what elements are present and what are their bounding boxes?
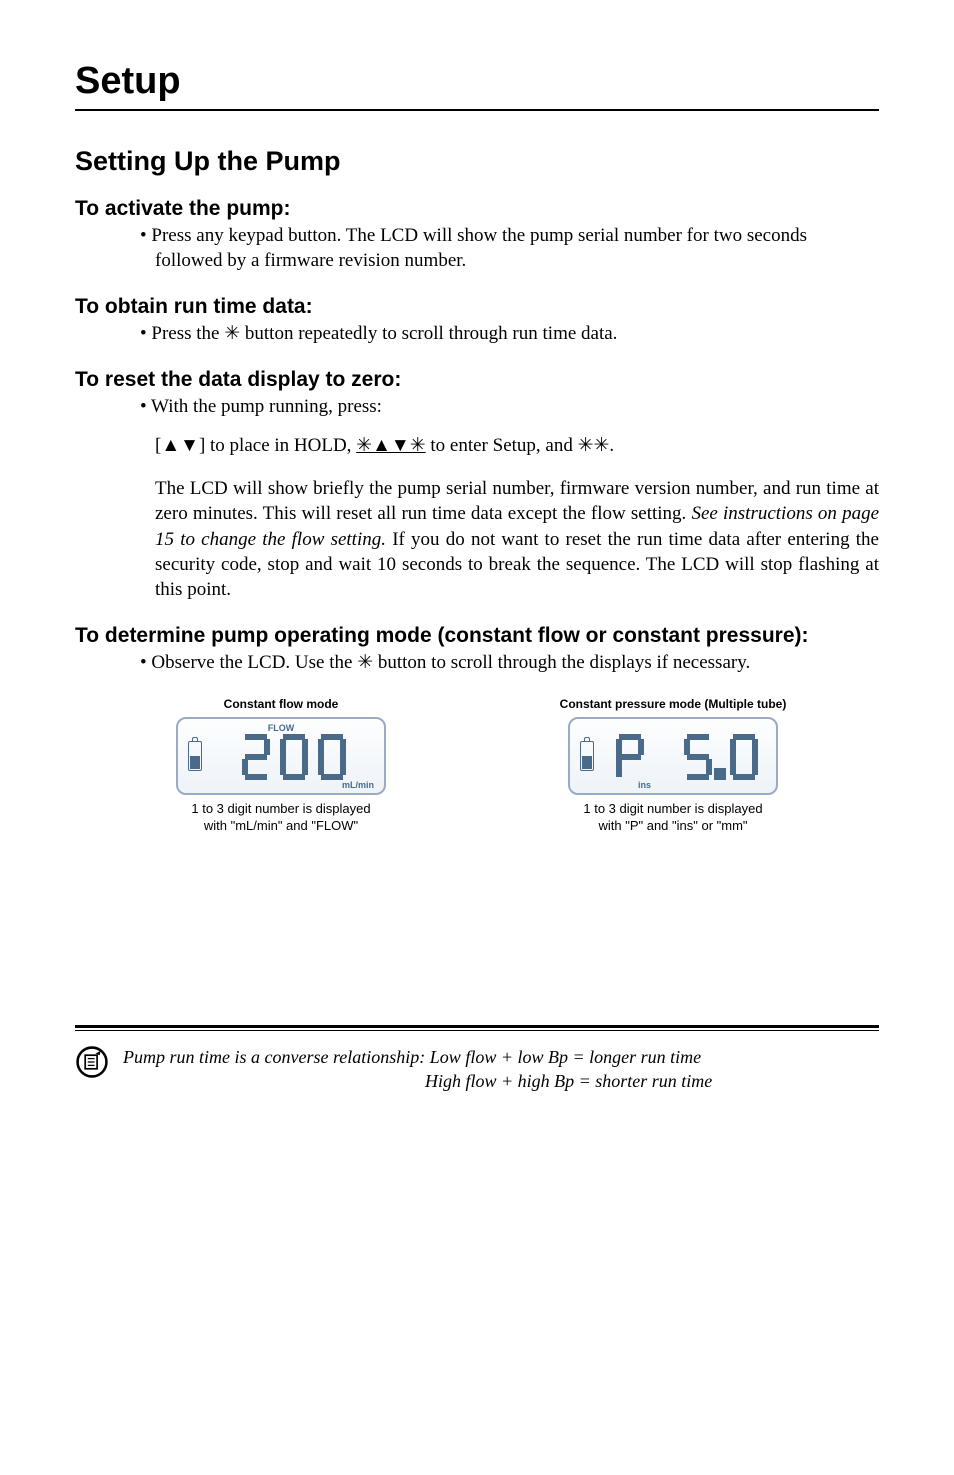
seven-segment-p50-icon: [609, 731, 769, 781]
subsection-obtain-title: To obtain run time data:: [75, 295, 879, 319]
reset-paragraph: The LCD will show briefly the pump seria…: [75, 476, 879, 601]
lcd-pressure-digits: [602, 731, 776, 781]
footer-note: Pump run time is a converse relationship…: [75, 1045, 879, 1094]
lcd-flow-top-label: FLOW: [268, 723, 295, 733]
subsection-activate-title: To activate the pump:: [75, 197, 879, 221]
lcd-flow-bot-label: mL/min: [342, 780, 374, 790]
subsection-reset-title: To reset the data display to zero:: [75, 368, 879, 392]
lcd-pressure-bot-label: ins: [638, 780, 651, 790]
lcd-flow-panel: FLOW mL/min: [176, 717, 386, 795]
lcd-pressure-caption-bot: 1 to 3 digit number is displayed with "P…: [583, 801, 762, 835]
lcd-flow-caption-top: Constant flow mode: [224, 697, 339, 711]
obtain-bullet: • Press the ✳ button repeatedly to scrol…: [140, 323, 617, 344]
lcd-pressure-column: Constant pressure mode (Multiple tube): [497, 697, 849, 835]
lcd-flow-caption-bot: 1 to 3 digit number is displayed with "m…: [191, 801, 370, 835]
page-title: Setup: [75, 60, 879, 103]
activate-bullet: • Press any keypad button. The LCD will …: [140, 225, 807, 271]
footer-line1: Pump run time is a converse relationship…: [123, 1047, 701, 1067]
seven-segment-200-icon: [237, 731, 357, 781]
footer-rule: [75, 1025, 879, 1031]
subsection-mode-title: To determine pump operating mode (consta…: [75, 624, 879, 648]
battery-icon: [580, 741, 594, 771]
reset-key-sequence: [▲▼] to place in HOLD, ✳▲▼✳ to enter Set…: [75, 433, 879, 458]
mode-bullet: • Observe the LCD. Use the ✳ button to s…: [140, 652, 750, 673]
lcd-flow-digits: [210, 731, 384, 781]
battery-icon: [188, 741, 202, 771]
lcd-row: Constant flow mode FLOW mL/min: [75, 697, 879, 835]
lcd-pressure-panel: ins: [568, 717, 778, 795]
footer-line2: High flow + high Bp = shorter run time: [123, 1069, 879, 1093]
lcd-pressure-caption-top: Constant pressure mode (Multiple tube): [560, 697, 787, 711]
section-title: Setting Up the Pump: [75, 146, 879, 177]
lcd-flow-column: Constant flow mode FLOW mL/min: [105, 697, 457, 835]
reset-bullet: • With the pump running, press:: [140, 396, 382, 417]
note-icon: [75, 1045, 109, 1079]
